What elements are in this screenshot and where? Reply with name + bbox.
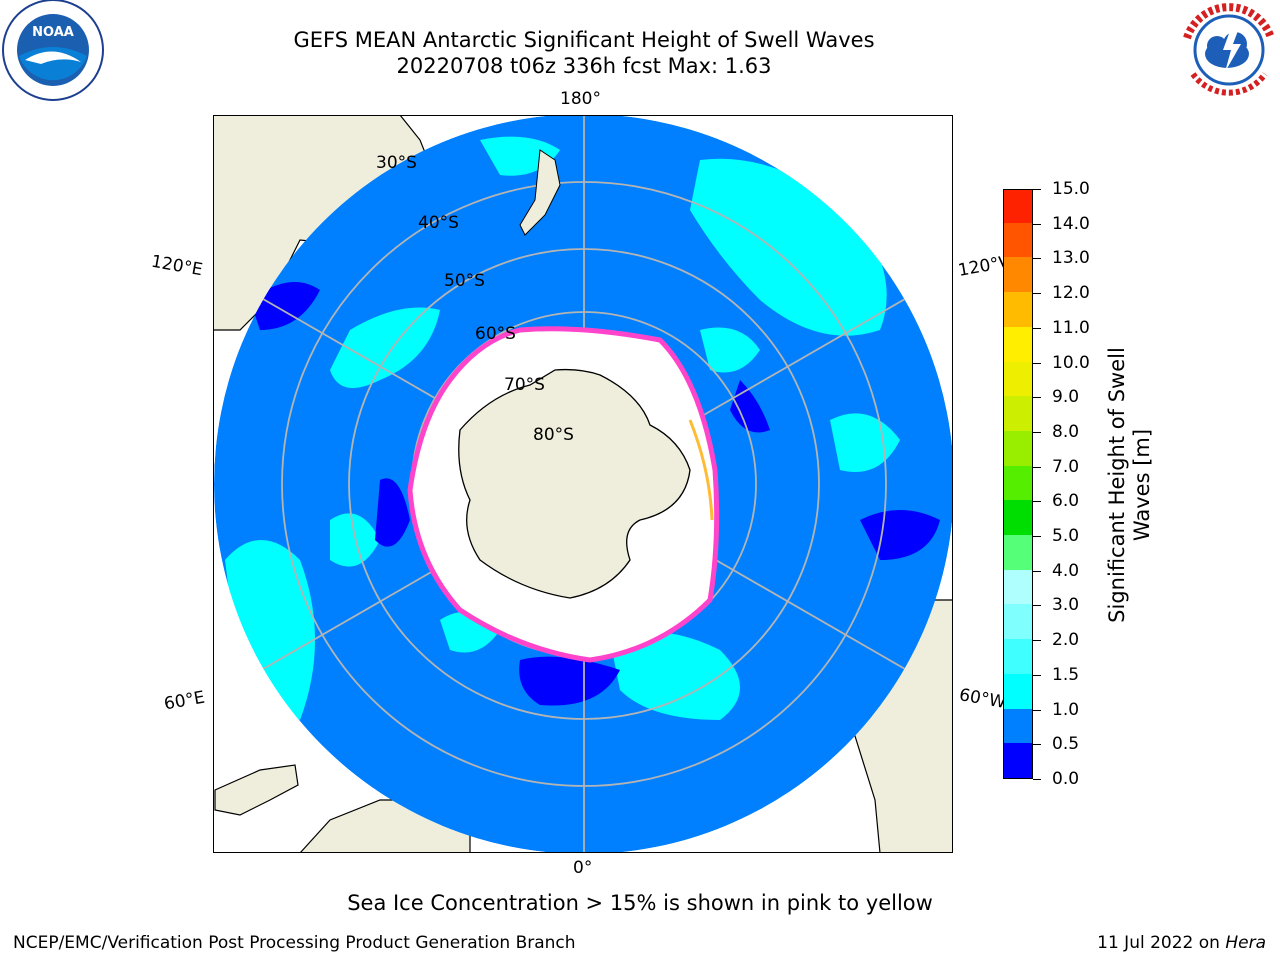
colorbar-segment: [1004, 534, 1032, 570]
colorbar-tick: [1033, 640, 1041, 642]
chart-title: GEFS MEAN Antarctic Significant Height o…: [293, 28, 875, 52]
lon-label-180: 180°: [560, 89, 601, 109]
colorbar-tick-label: 6.0: [1052, 491, 1080, 512]
colorbar-tick-label: 1.5: [1052, 664, 1080, 685]
lat-label-40s: 40°S: [418, 213, 459, 233]
ice-edge-yellow: [688, 419, 714, 521]
colorbar-tick-label: 4.0: [1052, 560, 1080, 581]
colorbar: [1003, 189, 1033, 779]
colorbar-tick-label: 0.5: [1052, 734, 1080, 755]
colorbar-tick: [1033, 779, 1041, 780]
colorbar-tick-label: 3.0: [1052, 595, 1080, 616]
colorbar-tick-label: 8.0: [1052, 421, 1080, 442]
land-antarctica: [458, 368, 691, 599]
colorbar-tick-label: 0.0: [1052, 769, 1080, 789]
chart-subtitle: 20220708 t06z 336h fcst Max: 1.63: [396, 54, 772, 78]
colorbar-tick-label: 5.0: [1052, 526, 1080, 547]
lat-label-60s: 60°S: [475, 324, 516, 344]
colorbar-tick: [1033, 189, 1041, 190]
colorbar-tick-label: 1.0: [1052, 699, 1080, 720]
colorbar-tick: [1033, 258, 1041, 260]
colorbar-segment: [1004, 673, 1032, 709]
colorbar-segment: [1004, 742, 1032, 778]
colorbar-tick: [1033, 570, 1041, 572]
colorbar-tick: [1033, 709, 1041, 711]
colorbar-label: Significant Height of Swell Waves [m]: [1105, 347, 1154, 623]
lat-label-50s: 50°S: [444, 271, 485, 291]
colorbar-tick: [1033, 293, 1041, 295]
footer-date-text: 11 Jul 2022 on: [1097, 933, 1226, 953]
colorbar-segment: [1004, 569, 1032, 605]
colorbar-segment: [1004, 430, 1032, 466]
lat-label-80s: 80°S: [533, 425, 574, 445]
noaa-logo: NOAA: [2, 0, 104, 101]
colorbar-tick: [1033, 397, 1041, 399]
colorbar-segment: [1004, 326, 1032, 362]
colorbar-tick-label: 9.0: [1052, 387, 1080, 408]
swell-patches-cyan: [225, 136, 900, 720]
colorbar-tick-label: 11.0: [1052, 317, 1090, 338]
colorbar-tick-label: 15.0: [1052, 179, 1090, 199]
sea-ice-caption: Sea Ice Concentration > 15% is shown in …: [347, 891, 933, 915]
colorbar-segment: [1004, 256, 1032, 293]
colorbar-tick: [1033, 362, 1041, 364]
colorbar-tick: [1033, 501, 1041, 503]
colorbar-segment: [1004, 361, 1032, 397]
lat-label-30s: 30°S: [376, 153, 417, 173]
footer-branch: NCEP/EMC/Verification Post Processing Pr…: [13, 933, 576, 953]
land-madagascar: [214, 764, 299, 816]
colorbar-tick-label: 13.0: [1052, 248, 1090, 269]
colorbar-segment: [1004, 638, 1032, 674]
colorbar-tick: [1033, 605, 1041, 607]
nws-logo: [1179, 0, 1279, 100]
colorbar-tick: [1033, 466, 1041, 468]
colorbar-tick: [1033, 674, 1041, 676]
colorbar-tick-label: 10.0: [1052, 352, 1090, 373]
colorbar-tick: [1033, 536, 1041, 538]
colorbar-segment: [1004, 395, 1032, 431]
colorbar-tick: [1033, 431, 1041, 433]
noaa-logo-text: NOAA: [32, 25, 74, 40]
colorbar-segment: [1004, 190, 1032, 223]
footer-date: 11 Jul 2022 on Hera: [1097, 933, 1266, 953]
colorbar-tick-label: 2.0: [1052, 630, 1080, 651]
colorbar-segment: [1004, 603, 1032, 640]
lon-label-0: 0°: [573, 858, 593, 878]
lat-label-70s: 70°S: [504, 375, 545, 395]
colorbar-tick: [1033, 744, 1041, 746]
colorbar-segment: [1004, 499, 1032, 536]
colorbar-segment: [1004, 465, 1032, 501]
colorbar-segment: [1004, 291, 1032, 327]
colorbar-tick-label: 14.0: [1052, 213, 1090, 234]
colorbar-segment: [1004, 222, 1032, 258]
footer-machine: Hera: [1225, 933, 1266, 953]
colorbar-tick: [1033, 223, 1041, 225]
land-new-zealand: [519, 149, 561, 236]
colorbar-segment: [1004, 708, 1032, 744]
colorbar-tick-label: 7.0: [1052, 456, 1080, 477]
colorbar-tick: [1033, 327, 1041, 329]
colorbar-tick-label: 12.0: [1052, 283, 1090, 304]
